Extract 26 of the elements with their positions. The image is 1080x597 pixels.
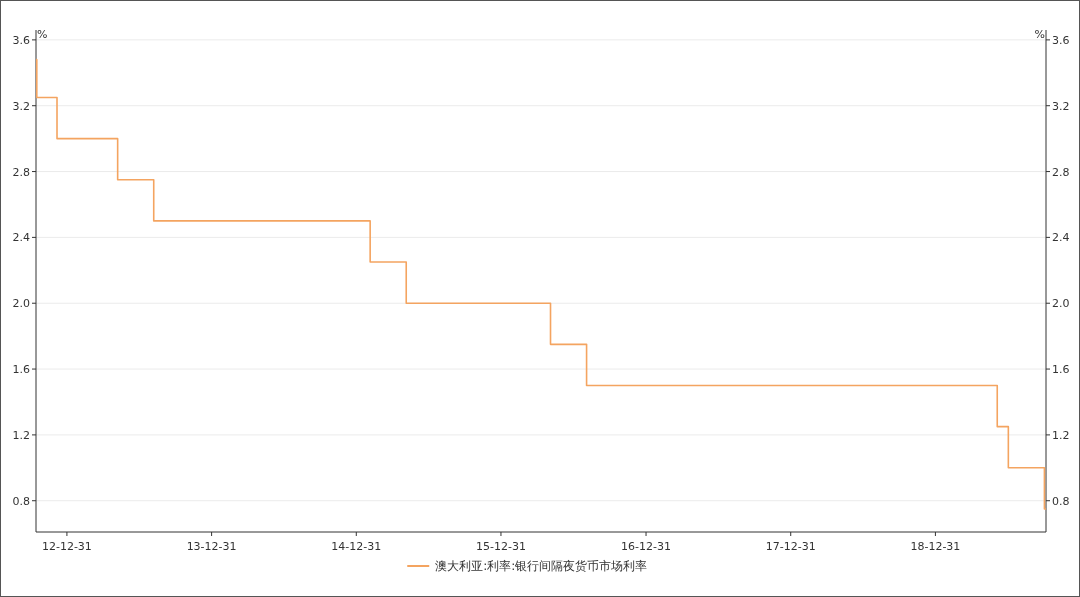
x-tick-label: 15-12-31 [476,540,526,553]
y2-tick-label: 0.8 [1052,494,1070,508]
y-tick-label: 1.6 [12,363,30,377]
y2-tick-label: 2.8 [1052,165,1070,179]
y2-axis-title: % [1034,28,1045,41]
y2-tick-label: 3.2 [1052,99,1070,113]
y-tick-label: 3.6 [12,33,30,47]
x-tick-label: 12-12-31 [41,540,92,553]
x-tick-label: 16-12-31 [621,540,672,553]
y2-tick-label: 1.6 [1052,363,1070,377]
y2-tick-label: 2.4 [1052,231,1070,245]
y2-tick-label: 2.0 [1052,297,1070,311]
x-tick-label: 17-12-31 [765,540,816,553]
y2-tick-label: 1.2 [1052,428,1070,442]
y-tick-label: 3.2 [12,99,30,113]
y-tick-label: 0.8 [12,494,30,508]
legend: 澳大利亚:利率:银行间隔夜货币市场利率 [406,559,648,573]
y-tick-label: 2.8 [12,165,30,179]
y-tick-label: 2.4 [12,231,30,245]
y-tick-label: 2.0 [12,297,30,311]
y2-tick-label: 3.6 [1052,33,1070,47]
x-tick-label: 18-12-31 [910,540,961,553]
x-tick-label: 14-12-31 [331,540,382,553]
y-tick-label: 1.2 [12,428,30,442]
x-tick-label: 13-12-31 [186,540,237,553]
y-axis-title: % [37,28,48,41]
